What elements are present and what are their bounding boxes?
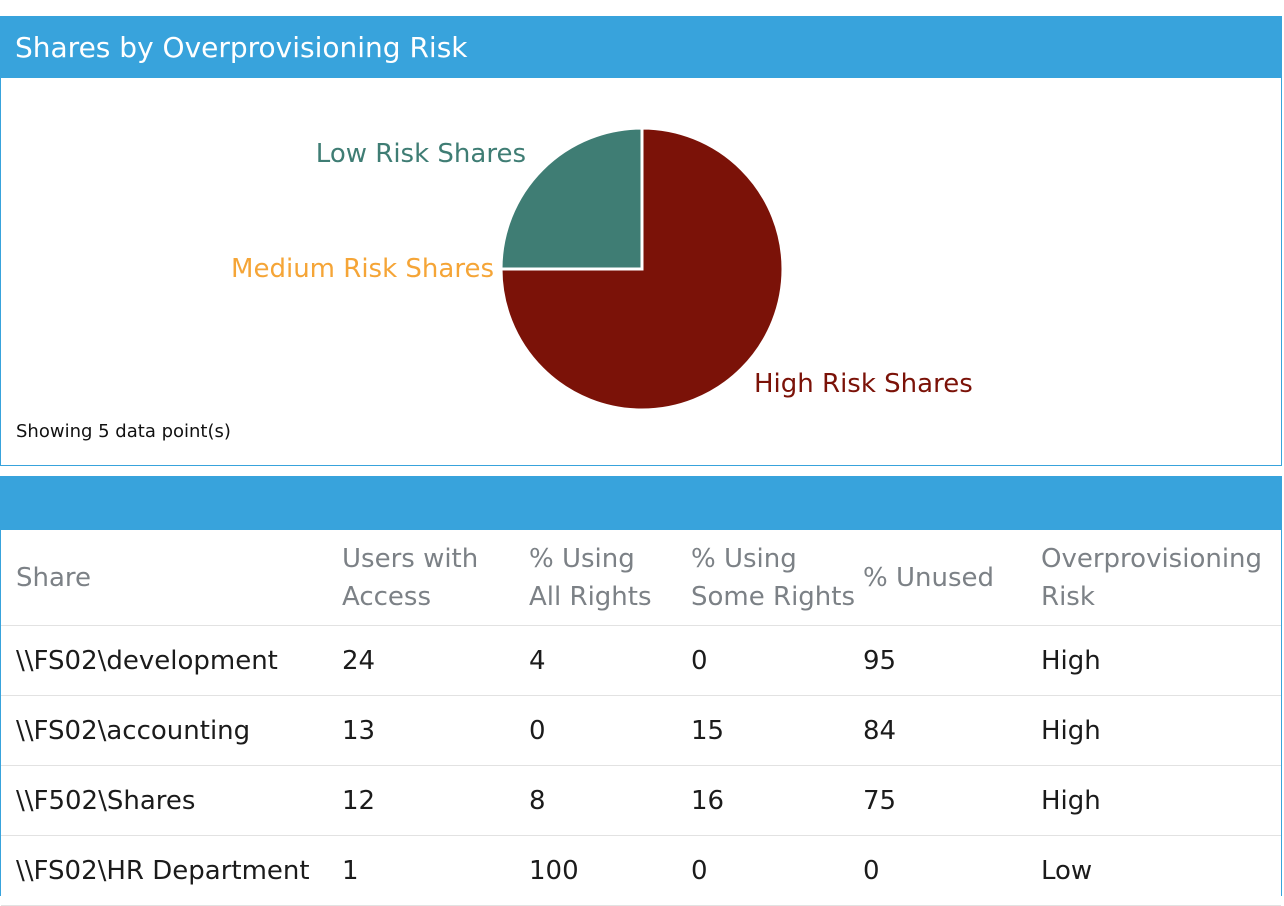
cell-risk: Low bbox=[1041, 835, 1281, 906]
cell-share: \\FS02\HR Department bbox=[1, 835, 342, 906]
pie-label-high-risk: High Risk Shares bbox=[754, 369, 973, 399]
table-row[interactable]: \\FS02\accounting 13 0 15 84 High bbox=[1, 695, 1281, 766]
cell-using-all-rights: 4 bbox=[529, 625, 691, 696]
table-panel: Share Users with Access % Using All Righ… bbox=[0, 476, 1282, 906]
table-row[interactable]: \\FS02\HR Department 1 100 0 0 Low bbox=[1, 835, 1281, 906]
cell-share: \\FS02\accounting bbox=[1, 695, 342, 766]
table-row[interactable]: \\F502\Shares 12 8 16 75 High bbox=[1, 765, 1281, 836]
column-header-using-all-rights[interactable]: % Using All Rights bbox=[529, 530, 691, 626]
shares-table: Share Users with Access % Using All Righ… bbox=[1, 530, 1281, 906]
cell-unused: 75 bbox=[863, 765, 1041, 836]
table-row[interactable]: \\FS02\development 24 4 0 95 High bbox=[1, 625, 1281, 696]
cell-using-some-rights: 0 bbox=[691, 835, 863, 906]
column-header-share[interactable]: Share bbox=[1, 530, 342, 626]
chart-panel: Shares by Overprovisioning Risk Low Risk… bbox=[0, 16, 1282, 466]
column-header-users-with-access[interactable]: Users with Access bbox=[342, 530, 529, 626]
cell-users-with-access: 12 bbox=[342, 765, 529, 836]
data-points-count: Showing 5 data point(s) bbox=[16, 421, 231, 442]
cell-using-all-rights: 0 bbox=[529, 695, 691, 766]
cell-using-some-rights: 16 bbox=[691, 765, 863, 836]
cell-risk: High bbox=[1041, 695, 1281, 766]
column-header-using-some-rights[interactable]: % Using Some Rights bbox=[691, 530, 863, 626]
cell-users-with-access: 1 bbox=[342, 835, 529, 906]
cell-users-with-access: 24 bbox=[342, 625, 529, 696]
cell-using-some-rights: 15 bbox=[691, 695, 863, 766]
cell-risk: High bbox=[1041, 765, 1281, 836]
pie-slice-high-risk[interactable] bbox=[499, 126, 785, 412]
pie-chart: Low Risk Shares Medium Risk Shares High Ri… bbox=[231, 126, 973, 412]
cell-risk: High bbox=[1041, 625, 1281, 696]
table-header-row: Share Users with Access % Using All Righ… bbox=[1, 530, 1281, 626]
cell-using-all-rights: 100 bbox=[529, 835, 691, 906]
cell-share: \\FS02\development bbox=[1, 625, 342, 696]
column-header-overprovisioning-risk[interactable]: Overprovisioning Risk bbox=[1041, 530, 1281, 626]
cell-users-with-access: 13 bbox=[342, 695, 529, 766]
cell-unused: 84 bbox=[863, 695, 1041, 766]
cell-using-some-rights: 0 bbox=[691, 625, 863, 696]
cell-using-all-rights: 8 bbox=[529, 765, 691, 836]
cell-unused: 95 bbox=[863, 625, 1041, 696]
cell-unused: 0 bbox=[863, 835, 1041, 906]
cell-share: \\F502\Shares bbox=[1, 765, 342, 836]
column-header-unused[interactable]: % Unused bbox=[863, 530, 1041, 626]
chart-panel-title: Shares by Overprovisioning Risk bbox=[1, 17, 1281, 78]
pie-label-low-risk: Low Risk Shares bbox=[316, 139, 526, 169]
pie-slice-low-risk[interactable] bbox=[499, 126, 644, 271]
pie-label-medium-risk: Medium Risk Shares bbox=[231, 254, 494, 284]
table-panel-header bbox=[1, 477, 1281, 530]
